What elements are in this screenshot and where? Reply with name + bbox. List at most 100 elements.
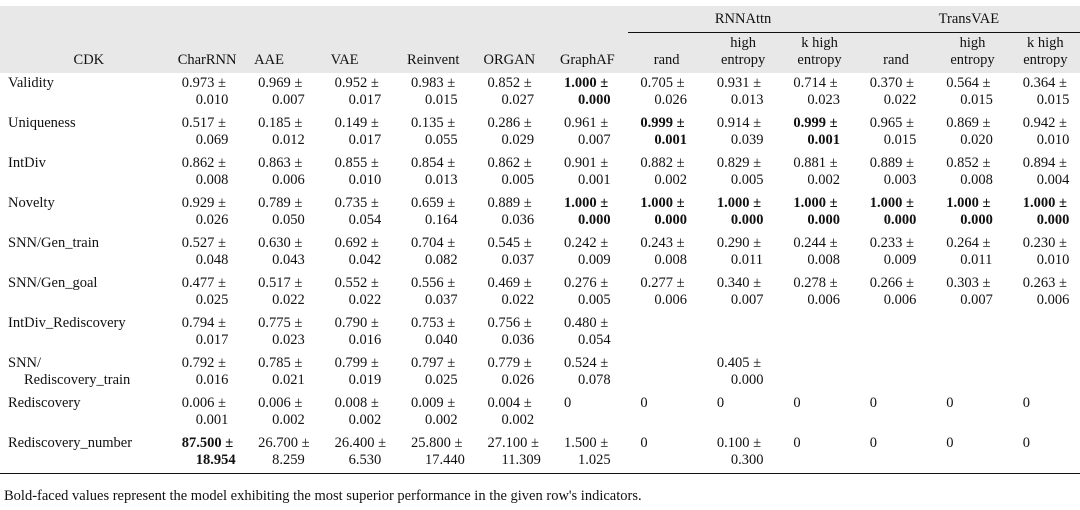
value-cell (628, 353, 704, 393)
std-value: 0.001 (577, 172, 611, 188)
mean-value: 0.405 ± (716, 355, 762, 371)
mean-value: 0.753 ± (411, 315, 456, 331)
value-cell (858, 313, 934, 353)
std-value: 0.010 (348, 172, 382, 188)
std-value: 0.036 (501, 212, 535, 228)
mean-value: 0.230 ± (1022, 235, 1067, 251)
mean-value: 0.829 ± (716, 155, 762, 171)
std-value: 0.015 (960, 92, 993, 108)
group-header-rnnattn: RNNAttn (628, 6, 858, 33)
sub-header: high entropy (704, 32, 782, 73)
mean-value: 0.552 ± (334, 275, 379, 291)
sub-header-line: entropy (950, 52, 995, 68)
mean-value: 1.000 ± (869, 195, 914, 211)
std-value: 0.006 (272, 172, 305, 188)
sub-header-line: entropy (720, 52, 766, 68)
std-value: 0.026 (654, 92, 688, 108)
value-cell (1011, 353, 1080, 393)
mean-value: 87.500 ± (181, 435, 234, 451)
mean-value: 0.931 ± (716, 75, 762, 91)
mean-value: 0.863 ± (258, 155, 303, 171)
value-cell: 1.000 ±0.000 (552, 73, 628, 113)
value-cell: 0.480 ±0.054 (552, 313, 628, 353)
std-value: 0.048 (195, 252, 229, 268)
value-cell: 0.852 ±0.027 (476, 73, 552, 113)
value-cell: 0.185 ±0.012 (246, 113, 322, 153)
value-cell: 0.008 ±0.002 (323, 393, 399, 433)
std-value: 0.042 (348, 252, 382, 268)
mean-value: 0.869 ± (946, 115, 991, 131)
std-value: 0.008 (960, 172, 993, 188)
metric-label: SNN/Gen_train (0, 233, 170, 273)
mean-value: 0 (793, 435, 801, 451)
std-value: 0.164 (425, 212, 458, 228)
mean-value: 1.500 ± (563, 435, 609, 451)
value-cell: 0 (781, 433, 858, 474)
results-table: CDK CharRNN AAE VAE Reinvent ORGAN Graph… (0, 6, 1080, 474)
value-cell: 0.545 ±0.037 (476, 233, 552, 273)
value-cell: 0.790 ±0.016 (323, 313, 399, 353)
mean-value: 0.882 ± (640, 155, 685, 171)
mean-value: 0 (1022, 435, 1030, 451)
std-value: 0.016 (348, 332, 382, 348)
value-cell: 0.517 ±0.022 (246, 273, 322, 313)
value-cell (781, 353, 857, 393)
value-cell: 0.278 ±0.006 (781, 273, 857, 313)
value-cell: 0.881 ±0.002 (781, 153, 857, 193)
value-cell: 0.517 ±0.069 (170, 113, 246, 153)
mean-value: 0 (1022, 395, 1030, 411)
mean-value: 0.517 ± (258, 275, 303, 291)
std-value: 6.530 (348, 452, 382, 468)
value-cell: 0.230 ±0.010 (1011, 233, 1080, 273)
std-value: 0.013 (425, 172, 458, 188)
mean-value: 0.100 ± (716, 435, 762, 451)
value-cell: 0.264 ±0.011 (934, 233, 1010, 273)
value-cell: 0.692 ±0.042 (323, 233, 399, 273)
std-value: 0.003 (883, 172, 917, 188)
mean-value: 1.000 ± (640, 195, 685, 211)
std-value: 0.054 (577, 332, 611, 348)
mean-value: 0.735 ± (334, 195, 379, 211)
mean-value: 0.517 ± (181, 115, 226, 131)
std-value: 17.440 (425, 452, 465, 468)
std-value: 0.039 (730, 132, 764, 148)
value-cell: 0.244 ±0.008 (781, 233, 857, 273)
value-cell: 0.952 ±0.017 (323, 73, 399, 113)
metric-label-line: Uniqueness (8, 115, 76, 131)
value-cell: 0.775 ±0.023 (246, 313, 322, 353)
std-value: 0.020 (960, 132, 993, 148)
std-value: 0.001 (195, 412, 229, 428)
value-cell: 0.914 ±0.039 (705, 113, 781, 153)
mean-value: 0 (640, 435, 648, 451)
std-value: 0.000 (577, 212, 611, 228)
std-value: 0.054 (348, 212, 382, 228)
group-header-row: CDK CharRNN AAE VAE Reinvent ORGAN Graph… (0, 6, 1080, 73)
std-value: 0.043 (272, 252, 305, 268)
value-cell: 0.527 ±0.048 (170, 233, 246, 273)
std-value: 0.008 (807, 252, 840, 268)
mean-value: 0.009 ± (411, 395, 456, 411)
value-cell (705, 313, 781, 353)
mean-value: 0.999 ± (793, 115, 838, 131)
value-cell: 0.983 ±0.015 (399, 73, 475, 113)
std-value: 0.026 (501, 372, 535, 388)
mean-value: 0.901 ± (563, 155, 609, 171)
mean-value: 27.100 ± (487, 435, 539, 451)
std-value: 0.002 (348, 412, 382, 428)
value-cell: 0 (857, 433, 935, 474)
sub-header-line: high (959, 35, 986, 51)
value-cell: 0.961 ±0.007 (552, 113, 628, 153)
mean-value: 0.855 ± (334, 155, 379, 171)
std-value: 0.002 (272, 412, 305, 428)
std-value: 0.029 (501, 132, 535, 148)
table-footnote: Bold-faced values represent the model ex… (4, 488, 642, 504)
value-cell: 0 (552, 393, 628, 433)
metric-label-line: Rediscovery (8, 395, 81, 411)
std-value: 0.008 (654, 252, 688, 268)
std-value: 0.009 (883, 252, 917, 268)
mean-value: 0 (716, 395, 725, 411)
value-cell: 0.785 ±0.021 (246, 353, 322, 393)
metric-label-line: IntDiv (8, 155, 46, 171)
std-value: 1.025 (577, 452, 611, 468)
value-cell (1011, 313, 1080, 353)
